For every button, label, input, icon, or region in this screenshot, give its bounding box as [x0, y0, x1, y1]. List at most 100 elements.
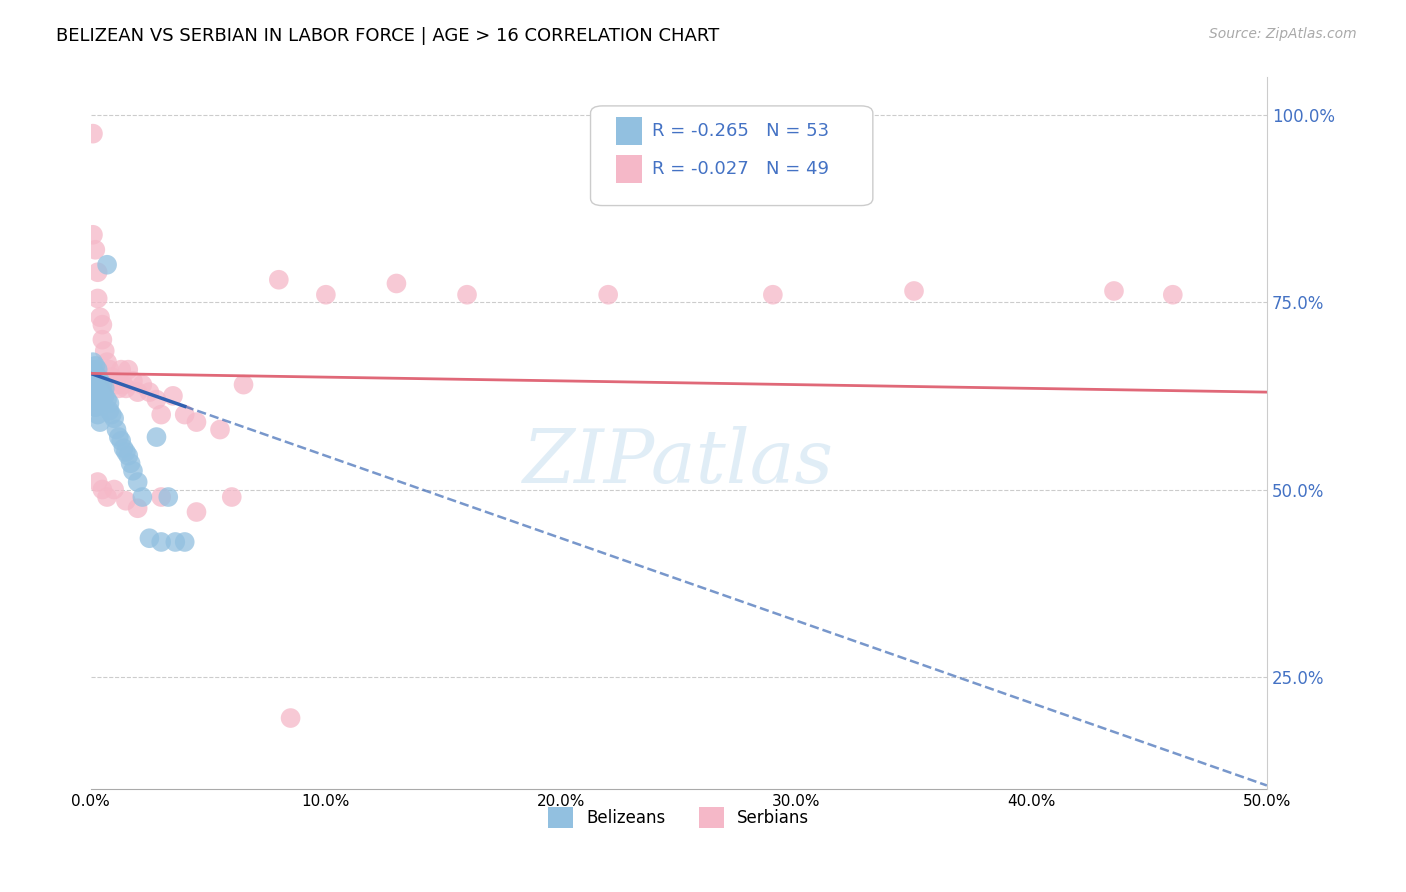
Text: Source: ZipAtlas.com: Source: ZipAtlas.com [1209, 27, 1357, 41]
Point [122, 374, 145, 388]
Point [105, 423, 128, 437]
FancyBboxPatch shape [591, 106, 873, 205]
Point [208, 423, 231, 437]
Point [115, 445, 138, 459]
Point [903, 284, 925, 298]
Point [108, 430, 131, 444]
Point [91, 318, 114, 332]
Point [115, 493, 138, 508]
Point [86, 292, 108, 306]
Point [385, 277, 408, 291]
Point [186, 505, 208, 519]
Point [84, 359, 107, 373]
Point [93, 389, 115, 403]
Point [86, 370, 108, 384]
Point [232, 377, 254, 392]
Point [91, 392, 114, 407]
Point [79, 370, 101, 384]
Point [112, 442, 135, 456]
Point [150, 535, 173, 549]
Point [84, 243, 107, 257]
Point [89, 389, 111, 403]
Point [86, 377, 108, 392]
Text: ZIPatlas: ZIPatlas [523, 425, 834, 498]
Point [108, 381, 131, 395]
Point [82, 127, 104, 141]
Text: BELIZEAN VS SERBIAN IN LABOR FORCE | AGE > 16 CORRELATION CHART: BELIZEAN VS SERBIAN IN LABOR FORCE | AGE… [56, 27, 720, 45]
Point [138, 385, 160, 400]
Point [84, 400, 107, 414]
Point [82, 381, 104, 395]
Point [82, 374, 104, 388]
Point [91, 377, 114, 392]
Point [82, 389, 104, 403]
Point [84, 367, 107, 381]
Point [84, 377, 107, 392]
Point [103, 374, 125, 388]
Point [82, 362, 104, 376]
Point [150, 408, 173, 422]
Point [145, 430, 167, 444]
Point [127, 475, 149, 489]
Bar [616, 154, 643, 183]
Point [150, 490, 173, 504]
Point [280, 711, 302, 725]
Point [110, 362, 132, 376]
Point [101, 408, 124, 422]
Point [98, 396, 121, 410]
Point [84, 385, 107, 400]
Point [89, 374, 111, 388]
Point [98, 404, 121, 418]
Legend: Belizeans, Serbians: Belizeans, Serbians [541, 801, 815, 834]
Point [117, 449, 139, 463]
Point [86, 392, 108, 407]
Point [127, 385, 149, 400]
Point [91, 385, 114, 400]
Point [120, 456, 142, 470]
Point [221, 490, 243, 504]
Point [131, 490, 153, 504]
Point [103, 411, 125, 425]
Point [456, 287, 478, 301]
Point [173, 535, 195, 549]
Point [138, 531, 160, 545]
Point [89, 381, 111, 395]
Point [122, 464, 145, 478]
Point [96, 490, 118, 504]
Point [762, 287, 785, 301]
Text: R = -0.265   N = 53: R = -0.265 N = 53 [652, 122, 828, 140]
Point [96, 355, 118, 369]
Point [117, 362, 139, 376]
Point [93, 381, 115, 395]
Point [165, 535, 187, 549]
Point [86, 408, 108, 422]
Point [157, 490, 180, 504]
Point [79, 385, 101, 400]
Point [82, 227, 104, 242]
Point [112, 377, 135, 392]
Bar [616, 117, 643, 145]
Point [89, 396, 111, 410]
Point [127, 501, 149, 516]
Point [84, 392, 107, 407]
Text: R = -0.027   N = 49: R = -0.027 N = 49 [652, 160, 828, 178]
Point [1161, 287, 1184, 301]
Point [86, 265, 108, 279]
Point [91, 333, 114, 347]
Point [89, 415, 111, 429]
Point [96, 258, 118, 272]
Point [93, 343, 115, 358]
Point [173, 408, 195, 422]
Point [98, 362, 121, 376]
Point [101, 370, 124, 384]
Point [105, 377, 128, 392]
Point [96, 392, 118, 407]
Point [86, 475, 108, 489]
Point [103, 483, 125, 497]
Point [82, 355, 104, 369]
Point [1102, 284, 1125, 298]
Point [131, 377, 153, 392]
Point [145, 392, 167, 407]
Point [91, 483, 114, 497]
Point [162, 389, 184, 403]
